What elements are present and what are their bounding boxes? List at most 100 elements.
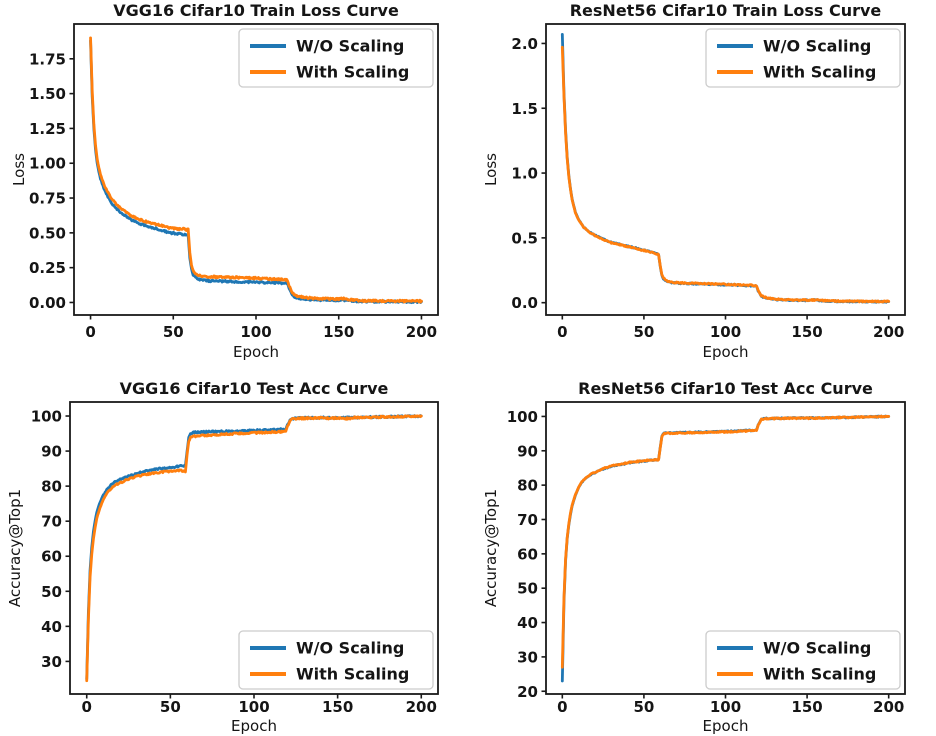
x-axis: 0 50 100 150 200 (557, 694, 904, 716)
chart-vgg16-test-acc: 0 50 100 150 200 30 40 50 60 70 80 90 100 VGG16 Cifar… (0, 368, 468, 736)
y-axis-label: Accuracy@Top1 (482, 489, 500, 607)
y-tick-label: 70 (517, 511, 538, 529)
chart-vgg16-train-loss-svg: 0 50 100 150 200 0.00 0.25 0.50 0.75 1.00 1.25 1.50… (10, 1, 439, 361)
x-axis: 0 50 100 150 200 (557, 315, 904, 341)
x-tick-label: 150 (323, 323, 354, 341)
y-tick-label: 2.0 (511, 35, 538, 53)
x-tick-label: 0 (557, 323, 567, 341)
series-line-with-scaling (89, 36, 423, 304)
y-tick-label: 80 (517, 477, 538, 495)
y-tick-label: 100 (31, 408, 62, 426)
x-tick-label: 200 (873, 698, 904, 716)
series-line-with-scaling (560, 414, 891, 669)
y-tick-label: 0.5 (511, 229, 538, 247)
x-tick-label: 200 (873, 323, 904, 341)
legend: W/O Scaling With Scaling (705, 630, 901, 690)
legend-label: W/O Scaling (296, 37, 404, 56)
x-tick-label: 100 (710, 698, 741, 716)
y-tick-label: 1.5 (511, 100, 538, 118)
legend: W/O Scaling With Scaling (705, 28, 901, 88)
y-tick-label: 80 (41, 478, 62, 496)
y-tick-label: 40 (41, 618, 62, 636)
y-tick-label: 0.00 (29, 294, 66, 312)
chart-resnet56-train-loss-svg: 0 50 100 150 200 0.0 0.5 1.0 1.5 2.0 ResNet56 Cifa… (482, 1, 906, 361)
legend: W/O Scaling With Scaling (238, 28, 434, 88)
y-tick-label: 1.75 (29, 50, 66, 68)
y-tick-label: 70 (41, 513, 62, 531)
x-axis-label: Epoch (233, 343, 279, 361)
chart-title: VGG16 Cifar10 Test Acc Curve (120, 379, 389, 398)
y-axis-label: Accuracy@Top1 (6, 489, 24, 607)
y-tick-label: 30 (41, 653, 62, 671)
y-axis: 20 30 40 50 60 70 80 90 100 (507, 408, 546, 701)
x-tick-label: 150 (791, 698, 822, 716)
legend-box (705, 630, 901, 690)
legend-box (705, 28, 901, 88)
series-line-with-scaling (85, 414, 423, 683)
y-tick-label: 20 (517, 683, 538, 701)
chart-resnet56-test-acc-svg: 0 50 100 150 200 20 30 40 50 60 70 80 90 100 ResNet56 … (482, 379, 906, 735)
x-tick-label: 50 (163, 323, 184, 341)
y-tick-label: 1.25 (29, 120, 66, 138)
x-axis-label: Epoch (703, 343, 749, 361)
legend-label: With Scaling (763, 665, 876, 684)
y-axis: 0.0 0.5 1.0 1.5 2.0 (511, 35, 546, 312)
y-axis-label: Loss (10, 153, 28, 186)
y-tick-label: 90 (517, 442, 538, 460)
y-tick-label: 50 (41, 583, 62, 601)
y-axis: 30 40 50 60 70 80 90 100 (31, 408, 70, 671)
legend-box (238, 630, 434, 690)
legend-label: W/O Scaling (296, 639, 404, 658)
x-tick-label: 50 (633, 698, 654, 716)
x-axis-label: Epoch (231, 717, 277, 735)
legend-box (238, 28, 434, 88)
y-tick-label: 40 (517, 614, 538, 632)
legend: W/O Scaling With Scaling (238, 630, 434, 690)
y-tick-label: 1.50 (29, 85, 66, 103)
chart-title: ResNet56 Cifar10 Train Loss Curve (570, 1, 882, 20)
legend-label: With Scaling (296, 665, 409, 684)
x-tick-label: 200 (406, 323, 437, 341)
x-tick-label: 0 (85, 323, 95, 341)
y-tick-label: 30 (517, 648, 538, 666)
x-tick-label: 100 (710, 323, 741, 341)
y-tick-label: 0.0 (511, 294, 538, 312)
legend-label: W/O Scaling (763, 37, 871, 56)
y-tick-label: 0.75 (29, 190, 66, 208)
chart-vgg16-test-acc-svg: 0 50 100 150 200 30 40 50 60 70 80 90 100 VGG16 Cifar… (6, 379, 439, 735)
y-axis-label: Loss (482, 153, 500, 186)
x-tick-label: 100 (240, 323, 271, 341)
y-tick-label: 60 (517, 545, 538, 563)
chart-title: VGG16 Cifar10 Train Loss Curve (113, 1, 399, 20)
chart-title: ResNet56 Cifar10 Test Acc Curve (578, 379, 873, 398)
y-tick-label: 0.50 (29, 224, 66, 242)
legend-label: With Scaling (296, 63, 409, 82)
legend-label: W/O Scaling (763, 639, 871, 658)
y-tick-label: 0.25 (29, 259, 66, 277)
x-axis: 0 50 100 150 200 (85, 315, 437, 341)
chart-vgg16-train-loss: 0 50 100 150 200 0.00 0.25 0.50 0.75 1.00 1.25 1.50… (0, 0, 468, 368)
x-tick-label: 50 (633, 323, 654, 341)
legend-label: With Scaling (763, 63, 876, 82)
y-tick-label: 1.00 (29, 155, 66, 173)
x-axis: 0 50 100 150 200 (82, 694, 437, 716)
x-axis-label: Epoch (703, 717, 749, 735)
x-tick-label: 0 (82, 698, 92, 716)
chart-resnet56-test-acc: 0 50 100 150 200 20 30 40 50 60 70 80 90 100 ResNet56 … (468, 368, 936, 736)
series-lines (85, 414, 423, 683)
x-tick-label: 200 (406, 698, 437, 716)
y-tick-label: 1.0 (511, 165, 538, 183)
x-tick-label: 0 (557, 698, 567, 716)
chart-resnet56-train-loss: 0 50 100 150 200 0.0 0.5 1.0 1.5 2.0 ResNet56 Cifa… (468, 0, 936, 368)
series-line-with-scaling (560, 45, 891, 304)
y-axis: 0.00 0.25 0.50 0.75 1.00 1.25 1.50 1.75 (29, 50, 74, 312)
series-lines (560, 414, 891, 683)
y-tick-label: 100 (507, 408, 538, 426)
series-lines (89, 36, 423, 304)
y-tick-label: 50 (517, 580, 538, 598)
y-tick-label: 90 (41, 443, 62, 461)
y-tick-label: 60 (41, 548, 62, 566)
x-tick-label: 150 (322, 698, 353, 716)
x-tick-label: 150 (791, 323, 822, 341)
